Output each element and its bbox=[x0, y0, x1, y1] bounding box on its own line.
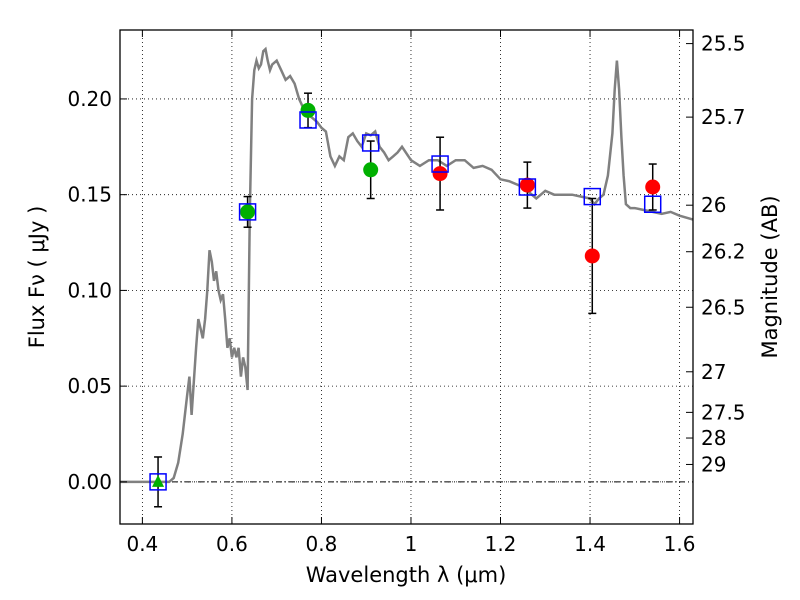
x-tick-label: 1.2 bbox=[485, 532, 517, 556]
observed-point bbox=[519, 177, 535, 193]
magnitude-tick-label: 28 bbox=[701, 426, 726, 450]
magnitude-tick-label: 25.7 bbox=[701, 105, 746, 129]
x-tick-label: 0.4 bbox=[126, 532, 158, 556]
x-tick-label: 0.6 bbox=[216, 532, 248, 556]
y-axis-label: Flux Fν ( μJy ) bbox=[25, 206, 49, 349]
model-photometry-box bbox=[299, 111, 317, 129]
plot-frame bbox=[119, 29, 694, 525]
magnitude-tick-label: 26.2 bbox=[701, 240, 746, 264]
model-photometry-box bbox=[518, 178, 537, 196]
magnitude-tick-label: 26.5 bbox=[701, 295, 746, 319]
magnitude-tick-label: 29 bbox=[701, 452, 726, 476]
observed-point bbox=[363, 162, 379, 178]
observed-points bbox=[152, 102, 661, 487]
observed-point bbox=[240, 204, 256, 220]
model-photometry-box bbox=[431, 155, 449, 173]
magnitude-tick-label: 27 bbox=[701, 360, 726, 384]
y-tick-label: 0.00 bbox=[67, 470, 112, 494]
x-tick-label: 1 bbox=[405, 532, 418, 556]
magnitude-tick-label: 25.5 bbox=[701, 32, 746, 56]
model-photometry-box bbox=[361, 134, 380, 152]
y-tick-label: 0.10 bbox=[67, 278, 112, 302]
model-photometry-box bbox=[583, 187, 602, 206]
model-photometry-boxes bbox=[149, 111, 662, 491]
model-photometry-box bbox=[643, 195, 662, 213]
x-tick-label: 0.8 bbox=[306, 532, 338, 556]
observed-point bbox=[300, 102, 316, 118]
observed-point bbox=[645, 179, 661, 195]
x-axis-label: Wavelength λ (μm) bbox=[306, 563, 507, 587]
observed-point bbox=[584, 248, 600, 264]
y-axis-ticks: 0.00 0.05 0.10 0.15 0.20 bbox=[67, 87, 127, 494]
model-photometry-box bbox=[149, 473, 167, 491]
model-photometry-box bbox=[238, 203, 257, 221]
observed-point bbox=[432, 166, 448, 182]
x-tick-label: 1.4 bbox=[574, 532, 606, 556]
y-tick-label: 0.15 bbox=[67, 183, 112, 207]
observed-point-triangle bbox=[152, 474, 165, 487]
y-tick-label: 0.20 bbox=[67, 87, 112, 111]
x-axis-ticks: 0.4 0.6 0.8 1 1.2 1.4 1.6 bbox=[126, 30, 695, 556]
magnitude-axis-label: Magnitude (AB) bbox=[758, 195, 782, 358]
x-tick-label: 1.6 bbox=[664, 532, 696, 556]
magnitude-tick-label: 26 bbox=[701, 193, 726, 217]
plot-background bbox=[120, 30, 693, 524]
magnitude-tick-label: 27.5 bbox=[701, 400, 746, 424]
y-tick-label: 0.05 bbox=[67, 374, 112, 398]
